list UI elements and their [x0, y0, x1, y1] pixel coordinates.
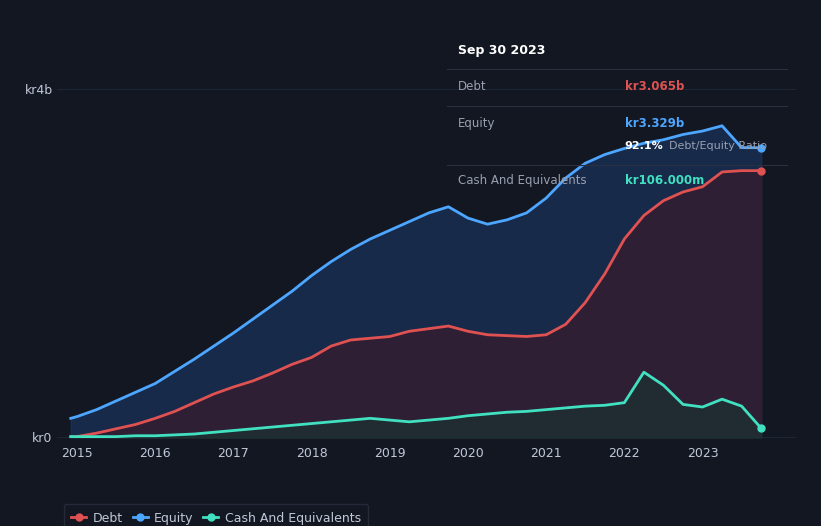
Text: kr106.000m: kr106.000m [625, 174, 704, 187]
Legend: Debt, Equity, Cash And Equivalents: Debt, Equity, Cash And Equivalents [64, 504, 369, 526]
Text: kr3.329b: kr3.329b [625, 117, 684, 130]
Text: 92.1%: 92.1% [625, 141, 663, 151]
Text: Equity: Equity [457, 117, 495, 130]
Text: Debt/Equity Ratio: Debt/Equity Ratio [669, 141, 767, 151]
Text: kr3.065b: kr3.065b [625, 80, 684, 93]
Text: Sep 30 2023: Sep 30 2023 [457, 44, 545, 57]
Text: Debt: Debt [457, 80, 486, 93]
Text: Cash And Equivalents: Cash And Equivalents [457, 174, 586, 187]
